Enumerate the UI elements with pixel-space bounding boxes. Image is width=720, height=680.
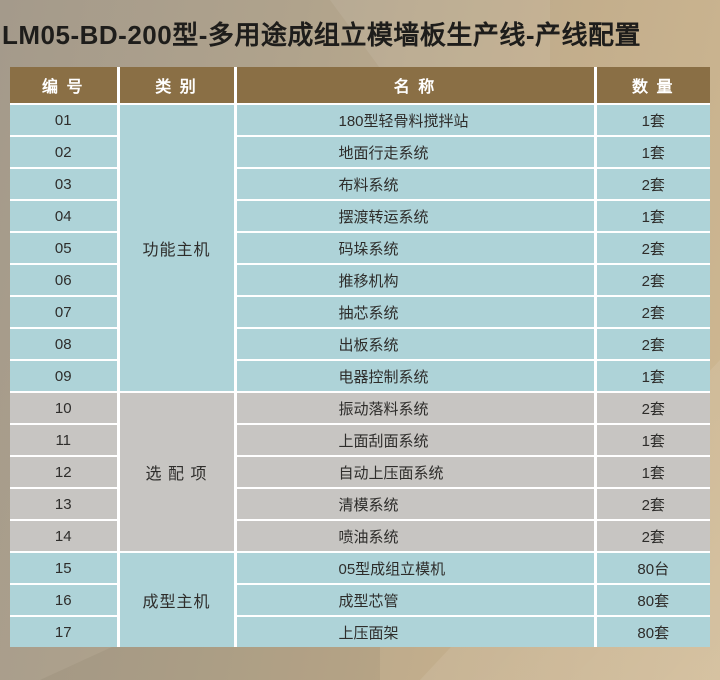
category-cell: 成型主机 <box>116 551 235 648</box>
row-number-cell: 10 <box>10 391 118 425</box>
row-number-cell: 04 <box>10 199 118 233</box>
row-number-cell: 15 <box>10 551 118 585</box>
table-row: 03 布料系统 2套 <box>10 167 710 201</box>
quantity-cell: 80台 <box>593 551 710 585</box>
row-number-cell: 13 <box>10 487 118 521</box>
table-row: 09 电器控制系统 1套 <box>10 359 710 393</box>
table-row: 02 地面行走系统 1套 <box>10 135 710 169</box>
column-header-name: 名 称 <box>233 67 595 105</box>
quantity-cell: 1套 <box>593 199 710 233</box>
item-name-cell: 推移机构 <box>233 263 595 297</box>
table-row: 05 码垛系统 2套 <box>10 231 710 265</box>
item-name-cell: 抽芯系统 <box>233 295 595 329</box>
item-name-cell: 喷油系统 <box>233 519 595 553</box>
table-row: 06 推移机构 2套 <box>10 263 710 297</box>
table-row: 11 上面刮面系统 1套 <box>10 423 710 457</box>
quantity-cell: 80套 <box>593 615 710 648</box>
quantity-cell: 2套 <box>593 327 710 361</box>
quantity-cell: 2套 <box>593 391 710 425</box>
table-row: 04 摆渡转运系统 1套 <box>10 199 710 233</box>
item-name-cell: 清模系统 <box>233 487 595 521</box>
quantity-cell: 1套 <box>593 423 710 457</box>
table-row: 15 成型主机 05型成组立模机 80台 <box>10 551 710 648</box>
row-number-cell: 09 <box>10 359 118 393</box>
item-name-cell: 振动落料系统 <box>233 391 595 425</box>
table-body: 01 功能主机 180型轻骨料搅拌站 1套 02 地面行走系统 1套 03 布料系统 2套 04 摆渡… <box>10 103 710 648</box>
row-number-cell: 03 <box>10 167 118 201</box>
table-row: 17 上压面架 80套 <box>10 615 710 648</box>
row-number-cell: 01 <box>10 103 118 137</box>
table-row: 16 成型芯管 80套 <box>10 583 710 617</box>
row-number-cell: 12 <box>10 455 118 489</box>
item-name-cell: 出板系统 <box>233 327 595 361</box>
quantity-cell: 1套 <box>593 455 710 489</box>
table-header-row: 编 号 类 别 名 称 数 量 <box>10 67 710 105</box>
table-row: 13 清模系统 2套 <box>10 487 710 521</box>
category-cell: 选 配 项 <box>116 391 235 553</box>
quantity-cell: 2套 <box>593 487 710 521</box>
quantity-cell: 2套 <box>593 231 710 265</box>
table-row: 07 抽芯系统 2套 <box>10 295 710 329</box>
quantity-cell: 1套 <box>593 103 710 137</box>
row-number-cell: 06 <box>10 263 118 297</box>
column-header-number: 编 号 <box>10 67 118 105</box>
item-name-cell: 地面行走系统 <box>233 135 595 169</box>
item-name-cell: 上压面架 <box>233 615 595 648</box>
table-row: 12 自动上压面系统 1套 <box>10 455 710 489</box>
item-name-cell: 成型芯管 <box>233 583 595 617</box>
quantity-cell: 2套 <box>593 167 710 201</box>
table-row: 08 出板系统 2套 <box>10 327 710 361</box>
column-header-category: 类 别 <box>116 67 235 105</box>
table-row: 10 选 配 项振动落料系统 2套 <box>10 391 710 553</box>
row-number-cell: 11 <box>10 423 118 457</box>
quantity-cell: 2套 <box>593 263 710 297</box>
row-number-cell: 16 <box>10 583 118 617</box>
category-cell: 功能主机 <box>116 103 235 393</box>
item-name-cell: 摆渡转运系统 <box>233 199 595 233</box>
row-number-cell: 05 <box>10 231 118 265</box>
item-name-cell: 自动上压面系统 <box>233 455 595 489</box>
quantity-cell: 2套 <box>593 519 710 553</box>
table-row: 14 喷油系统 2套 <box>10 519 710 553</box>
quantity-cell: 1套 <box>593 359 710 393</box>
quantity-cell: 2套 <box>593 295 710 329</box>
item-name-cell: 180型轻骨料搅拌站 <box>233 103 595 137</box>
row-number-cell: 14 <box>10 519 118 553</box>
row-number-cell: 08 <box>10 327 118 361</box>
column-header-quantity: 数 量 <box>593 67 710 105</box>
row-number-cell: 17 <box>10 615 118 648</box>
quantity-cell: 1套 <box>593 135 710 169</box>
item-name-cell: 上面刮面系统 <box>233 423 595 457</box>
item-name-cell: 码垛系统 <box>233 231 595 265</box>
item-name-cell: 05型成组立模机 <box>233 551 595 585</box>
quantity-cell: 80套 <box>593 583 710 617</box>
row-number-cell: 02 <box>10 135 118 169</box>
row-number-cell: 07 <box>10 295 118 329</box>
item-name-cell: 电器控制系统 <box>233 359 595 393</box>
page-title: LM05-BD-200型-多用途成组立模墙板生产线-产线配置 <box>2 20 642 50</box>
table-row: 01 功能主机 180型轻骨料搅拌站 1套 <box>10 103 710 393</box>
item-name-cell: 布料系统 <box>233 167 595 201</box>
production-line-config-table: 编 号 类 别 名 称 数 量 01 功能主机 180型轻骨料搅拌站 1套 02 地面行走… <box>10 67 710 648</box>
